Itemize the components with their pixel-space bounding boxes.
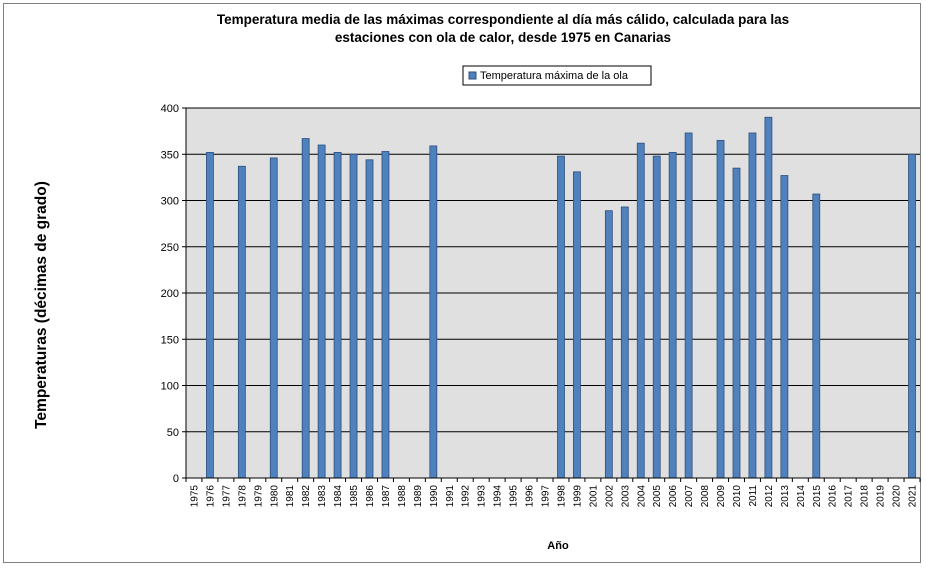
- x-tick-label-1986: 1986: [365, 485, 376, 508]
- bar-1983: [317, 144, 326, 479]
- x-tick-label-1975: 1975: [189, 485, 200, 508]
- x-tick-label-1978: 1978: [237, 485, 248, 508]
- bar-1980: [269, 157, 278, 479]
- x-tick-label-1992: 1992: [461, 485, 472, 508]
- y-axis-label: Temperaturas (décimas de grado): [33, 181, 50, 429]
- x-tick-label-2016: 2016: [828, 485, 839, 508]
- y-tick-label: 200: [161, 288, 179, 300]
- bar-1984: [333, 151, 342, 479]
- x-tick-label-1989: 1989: [413, 485, 424, 508]
- bar-2007: [684, 132, 693, 479]
- x-tick-label-2013: 2013: [780, 485, 791, 508]
- bar-2013: [780, 175, 789, 479]
- bar-2005: [652, 155, 661, 479]
- bar-2009: [716, 139, 725, 479]
- bar-1990: [429, 145, 438, 479]
- y-tick-label: 350: [161, 149, 179, 161]
- x-tick-label-1985: 1985: [349, 485, 360, 508]
- chart-title-line-1: Temperatura media de las máximas corresp…: [217, 12, 789, 27]
- x-tick-label-1979: 1979: [253, 485, 264, 508]
- x-tick-label-2002: 2002: [604, 485, 615, 508]
- x-tick-label-2012: 2012: [764, 485, 775, 508]
- bar-1999: [573, 171, 581, 479]
- bar-2006: [668, 151, 677, 479]
- x-tick-label-1982: 1982: [301, 485, 312, 508]
- bar-2012: [764, 116, 773, 479]
- x-tick-label-2001: 2001: [588, 485, 599, 508]
- x-tick-label-1983: 1983: [317, 485, 328, 508]
- x-tick-label-2017: 2017: [844, 485, 855, 508]
- y-tick-label: 400: [161, 103, 179, 115]
- x-tick-label-1993: 1993: [477, 485, 488, 508]
- x-tick-label-2003: 2003: [620, 485, 631, 508]
- y-tick-label: 0: [173, 473, 179, 485]
- x-axis-label: Año: [547, 540, 569, 552]
- x-tick-label-2018: 2018: [860, 485, 871, 508]
- x-tick-label-2011: 2011: [748, 485, 759, 507]
- bar-2004: [636, 142, 645, 479]
- x-tick-label-1987: 1987: [381, 485, 392, 508]
- x-tick-label-1996: 1996: [525, 485, 536, 508]
- legend-box: [462, 65, 652, 86]
- x-tick-label-1990: 1990: [429, 485, 440, 508]
- legend: Temperatura máxima de la ola: [462, 65, 652, 86]
- bar-1976: [206, 151, 214, 479]
- bar-2015: [812, 193, 821, 479]
- x-tick-label-1980: 1980: [269, 485, 280, 508]
- x-tick-label-1999: 1999: [572, 485, 583, 508]
- bar-1987: [381, 151, 390, 479]
- x-axis-ticks: 1975 1976 1977 1978 1979 1980 1981 1982 1983 1984…: [185, 478, 921, 508]
- x-tick-label-1984: 1984: [333, 485, 344, 508]
- x-tick-label-1995: 1995: [509, 485, 520, 508]
- bar-2003: [620, 206, 629, 479]
- x-tick-label-2014: 2014: [796, 485, 807, 508]
- x-tick-label-2010: 2010: [732, 485, 743, 508]
- y-tick-label: 100: [161, 381, 179, 393]
- bar-2021: [908, 153, 916, 479]
- y-axis-ticks: 0 50 100 150 200 250 300 350 400: [161, 103, 186, 485]
- bar-1985: [349, 153, 358, 479]
- x-tick-label-1981: 1981: [285, 485, 296, 508]
- x-tick-label-2008: 2008: [700, 485, 711, 508]
- legend-label: Temperatura máxima de la ola: [480, 70, 629, 82]
- bar-2010: [732, 167, 741, 479]
- x-tick-label-2005: 2005: [652, 485, 663, 508]
- x-tick-label-2007: 2007: [684, 485, 695, 508]
- x-tick-label-1997: 1997: [541, 485, 552, 508]
- x-tick-label-1991: 1991: [445, 485, 456, 508]
- y-tick-label: 250: [161, 242, 179, 254]
- x-tick-label-2004: 2004: [636, 485, 647, 508]
- y-tick-label: 300: [161, 196, 179, 208]
- bar-1982: [301, 138, 310, 479]
- x-tick-label-1994: 1994: [493, 485, 504, 508]
- x-tick-label-1998: 1998: [556, 485, 567, 508]
- bar-2011: [748, 132, 757, 479]
- x-tick-label-2019: 2019: [876, 485, 887, 508]
- x-tick-label-2015: 2015: [812, 485, 823, 508]
- x-tick-label-2020: 2020: [892, 485, 903, 508]
- bar-2002: [604, 210, 613, 479]
- bar-1998: [557, 155, 565, 479]
- bar-1978: [237, 165, 246, 479]
- y-tick-label: 50: [167, 427, 179, 439]
- x-tick-label-2006: 2006: [668, 485, 679, 508]
- x-tick-label-1976: 1976: [205, 485, 216, 508]
- legend-swatch: [468, 71, 477, 80]
- bar-1986: [365, 159, 374, 479]
- x-tick-label-1977: 1977: [221, 485, 232, 508]
- chart-title-line-2: estaciones con ola de calor, desde 1975 …: [335, 30, 671, 45]
- x-tick-label-2021: 2021: [908, 485, 919, 508]
- y-tick-label: 150: [161, 334, 179, 346]
- x-tick-label-2009: 2009: [716, 485, 727, 508]
- x-tick-label-1988: 1988: [397, 485, 408, 508]
